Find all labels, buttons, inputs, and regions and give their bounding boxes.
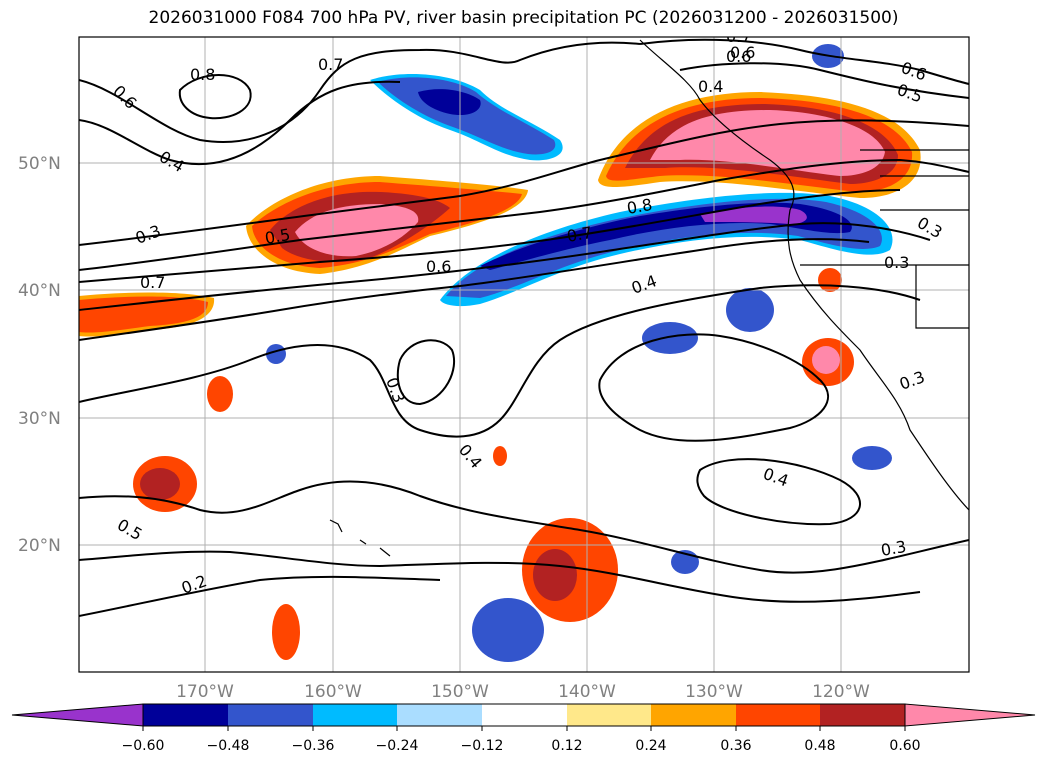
contour-line-south-1 [79,480,969,574]
contour-label: 0.8 [625,195,653,218]
colorbar-swatch [143,704,228,726]
colorbar-extend-low [11,703,144,727]
contour-label: 0.3 [884,253,909,272]
coastlines [329,39,969,557]
contour-label: 0.6 [730,43,755,62]
precip-cell-oregon-pos [818,268,842,292]
lat-label-40n: 40°N [18,281,61,301]
lon-label-130w: 130°W [685,682,743,702]
contour-label: 0.6 [426,257,451,276]
contour-label: 0.4 [698,77,723,96]
contour-line-top [639,38,969,85]
colorbar-tick-label: −0.60 [122,738,165,754]
graticule [79,37,969,672]
contour-label: 0.5 [263,225,291,248]
colorbar-extend-high [904,703,1036,727]
colorbar-tick-label: −0.48 [207,738,250,754]
precip-blob-central-peak [295,204,419,257]
precip-cell-sw-hawaii-core [140,468,180,500]
precip-cell-south-small [493,446,507,466]
latitude-axis: 50°N 40°N 30°N 20°N [18,154,61,556]
contour-line-top-2 [679,62,969,99]
colorbar: −0.60 −0.48 −0.36 −0.24 −0.12 0.12 0.24 … [11,703,1036,754]
colorbar-tick-label: 0.48 [804,738,835,754]
precip-cell-south-neg [472,598,544,662]
colorbar-swatch [736,704,820,726]
lon-label-170w: 170°W [176,682,234,702]
colorbar-swatch [313,704,397,726]
map-plot-area: 0.6 0.8 0.7 0.4 0.3 0.5 0.7 0.6 0.3 0.4 … [79,27,969,672]
contour-line-south-3 [79,575,441,617]
longitude-axis: 170°W 160°W 150°W 140°W 130°W 120°W [176,682,870,702]
lat-label-30n: 30°N [18,409,61,429]
colorbar-swatch [482,704,567,726]
contour-loop-ne [178,74,252,120]
colorbar-tick-label: 0.60 [889,738,920,754]
lon-label-150w: 150°W [431,682,489,702]
contour-label: 0.8 [190,65,215,84]
precip-cell-mid-pos [207,376,233,412]
colorbar-tick-label: 0.24 [635,738,666,754]
precip-cell-south-pos [272,604,300,660]
precip-cell-ca-neg [726,288,774,332]
contour-label: 0.7 [318,55,343,74]
map-title: 2026031000 F084 700 hPa PV, river basin … [148,8,899,28]
colorbar-tick-label: −0.36 [292,738,335,754]
contour-line-jet-1 [79,119,969,246]
colorbar-swatch [820,704,905,726]
contour-line-north-b [79,80,401,165]
colorbar-swatch [397,704,482,726]
precip-shading [79,44,921,662]
precip-cell-baja-neg [852,446,892,470]
colorbar-swatch [651,704,736,726]
contour-label: 0.7 [565,223,593,246]
precip-blob-bc-peak [650,110,885,176]
contour-loop-se [696,458,861,526]
lon-label-140w: 140°W [558,682,616,702]
contour-loop-east [598,333,830,442]
contour-label: 0.6 [726,47,751,66]
lon-label-160w: 160°W [304,682,362,702]
colorbar-ticks [142,726,906,731]
plot-frame [78,36,970,673]
contour-line-jet-3 [79,189,901,283]
precip-blob-gulf-negative-core [418,89,481,116]
contour-line-jet-4 [79,222,931,311]
colorbar-tick-label: −0.12 [461,738,504,754]
colorbar-tick-label: 0.12 [551,738,582,754]
contour-line-jet-5 [79,238,870,341]
colorbar-tick-label: 0.36 [720,738,751,754]
colorbar-swatch [567,704,651,726]
precip-cell-east-neg [642,322,698,354]
colorbar-swatch [228,704,313,726]
contour-line-north-a [79,41,641,143]
precip-cell-hawaii-east-core [533,549,577,601]
contour-line-subtropic [79,284,921,438]
pv-contours [79,38,969,617]
contour-loop-central [396,339,455,406]
lat-label-50n: 50°N [18,154,61,174]
contour-label: 0.7 [140,273,165,292]
contour-line-south-2 [79,550,921,603]
lat-label-20n: 20°N [18,536,61,556]
precip-cell-ca-core [812,346,840,374]
lon-label-120w: 120°W [812,682,870,702]
colorbar-tick-label: −0.24 [376,738,419,754]
contour-label: 0.7 [726,27,751,46]
precip-band-negative-peak [700,206,807,224]
contour-line-jet-2 [79,158,969,271]
colorbar-frame [142,703,906,727]
contour-label: 0.3 [879,537,907,560]
